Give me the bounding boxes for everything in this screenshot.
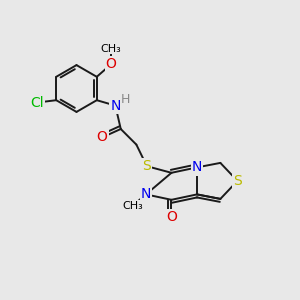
Text: N: N: [141, 188, 151, 201]
Text: O: O: [166, 210, 177, 224]
Text: H: H: [121, 93, 130, 106]
Text: S: S: [142, 159, 151, 173]
Text: N: N: [110, 99, 121, 112]
Text: CH₃: CH₃: [122, 201, 143, 211]
Text: O: O: [106, 57, 117, 71]
Text: N: N: [192, 160, 202, 174]
Text: CH₃: CH₃: [101, 44, 122, 54]
Text: S: S: [233, 174, 242, 188]
Text: Cl: Cl: [30, 96, 43, 110]
Text: O: O: [97, 130, 108, 144]
